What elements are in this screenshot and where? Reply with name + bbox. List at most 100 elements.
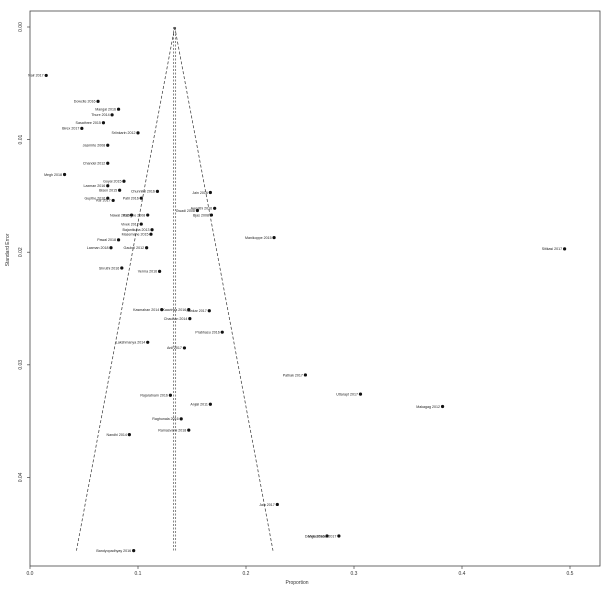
point-label: Bjas 2008	[193, 213, 209, 217]
point-label: Goyal 2015	[103, 180, 121, 184]
data-point	[106, 143, 110, 147]
data-point	[179, 417, 183, 421]
point-label: Chunnilal 2016	[131, 190, 155, 194]
data-point	[325, 534, 329, 538]
data-point	[187, 308, 191, 312]
data-point	[139, 222, 143, 226]
data-point	[187, 428, 191, 432]
data-point	[209, 213, 214, 217]
data-point	[106, 161, 110, 165]
x-tick-label: 0.5	[567, 571, 574, 577]
point-label: Patil 2016	[123, 196, 139, 200]
x-axis-title: Proportion	[285, 580, 308, 586]
point-label: Bandyopadhyay 2016	[96, 549, 131, 553]
y-tick-label: 0.01	[18, 135, 24, 145]
x-axis-ticks: 0.0 0.1 0.2 0.3 0.4 0.5	[27, 566, 574, 577]
data-point	[182, 346, 187, 350]
point-label: Nandhi 2014	[106, 433, 126, 437]
data-point	[146, 213, 150, 217]
point-label: Chandel 2012	[83, 162, 105, 166]
point-label: Pathak 2017	[283, 373, 303, 377]
data-point	[158, 269, 162, 273]
point-label: Kabigire 2008	[123, 213, 145, 217]
data-point	[337, 534, 341, 538]
data-point	[160, 308, 164, 312]
point-label: Sankar 2017	[186, 309, 206, 313]
data-point	[145, 246, 149, 250]
point-label: Verma 2016	[138, 270, 157, 274]
point-label: Nair 2017	[28, 74, 44, 78]
point-label: Pawal 2018	[97, 238, 116, 242]
point-label: Anjali 2011	[190, 403, 208, 407]
data-point	[208, 190, 212, 195]
x-tick-label: 0.1	[135, 571, 142, 577]
data-point	[136, 131, 140, 135]
data-point	[116, 107, 121, 111]
point-label: Sasathree 2015	[76, 121, 101, 125]
point-label: Kasmahan 2014	[133, 308, 159, 312]
plot-frame	[29, 10, 601, 567]
data-point	[110, 113, 114, 117]
x-tick-label: 0.0	[27, 571, 34, 577]
point-label: Anil 2017	[167, 346, 182, 350]
point-label: Gwadi 2008	[176, 209, 195, 213]
x-tick-label: 0.3	[351, 571, 358, 577]
point-label: Prabhasu 2016	[195, 330, 219, 334]
y-axis-ticks: 0.00 0.01 0.02 0.03 0.04	[18, 22, 30, 482]
point-label: Bajantkuba 2013	[123, 228, 150, 232]
data-point	[132, 549, 136, 553]
data-point	[106, 196, 110, 200]
data-point	[80, 126, 84, 130]
point-label: Mangal 2016	[95, 108, 116, 112]
data-point	[272, 235, 276, 240]
data-point	[303, 373, 307, 377]
data-point	[116, 238, 121, 242]
data-point	[150, 228, 154, 232]
point-label: Gupthe 2016	[84, 196, 105, 200]
point-label: Jasmirte 2008	[83, 144, 106, 148]
point-label: Sriinkarin 2012	[112, 131, 136, 135]
point-label: Bisen 2015	[99, 189, 117, 193]
data-point	[195, 208, 199, 213]
point-label: Rajaratnam 2016	[140, 394, 168, 398]
data-point	[139, 196, 143, 200]
point-label: Jain 2017	[259, 503, 275, 507]
y-axis-title: Standard Error	[5, 233, 11, 266]
point-label: Thure 2014	[91, 113, 109, 117]
data-point	[101, 121, 106, 125]
point-label: Masemahe 2015	[122, 233, 149, 237]
point-label: Awasthi 2016	[191, 207, 213, 211]
point-label: Dowcite 2016	[74, 100, 96, 104]
data-point	[129, 213, 134, 217]
data-point	[127, 433, 131, 437]
x-tick-label: 0.4	[459, 571, 466, 577]
funnel-left-line	[76, 26, 176, 551]
data-point	[149, 232, 153, 236]
point-label: Vivek 2012	[121, 222, 139, 226]
point-label: Sitikasi 2017	[542, 247, 562, 251]
data-point	[208, 402, 212, 406]
data-point	[122, 179, 126, 183]
data-point	[44, 73, 48, 78]
point-label: Maheshwari 2017	[308, 534, 336, 538]
point-label: Ramasvami 2018	[158, 428, 186, 432]
data-point	[563, 247, 567, 251]
data-point	[155, 189, 160, 194]
y-tick-label: 0.02	[18, 247, 24, 257]
data-point	[120, 266, 124, 270]
point-label: Shruthi 2016	[99, 266, 119, 270]
data-point	[111, 198, 115, 203]
point-label: Laxman 2016	[83, 184, 105, 188]
point-label: Laxman 2018	[87, 246, 109, 250]
point-label: Nawal 2012	[110, 213, 129, 217]
data-point	[213, 206, 217, 210]
data-point	[106, 184, 110, 188]
data-point	[109, 246, 113, 250]
data-point	[188, 317, 192, 321]
point-label: Megh 2018	[44, 173, 62, 177]
data-point	[275, 502, 279, 507]
data-point	[440, 404, 445, 409]
